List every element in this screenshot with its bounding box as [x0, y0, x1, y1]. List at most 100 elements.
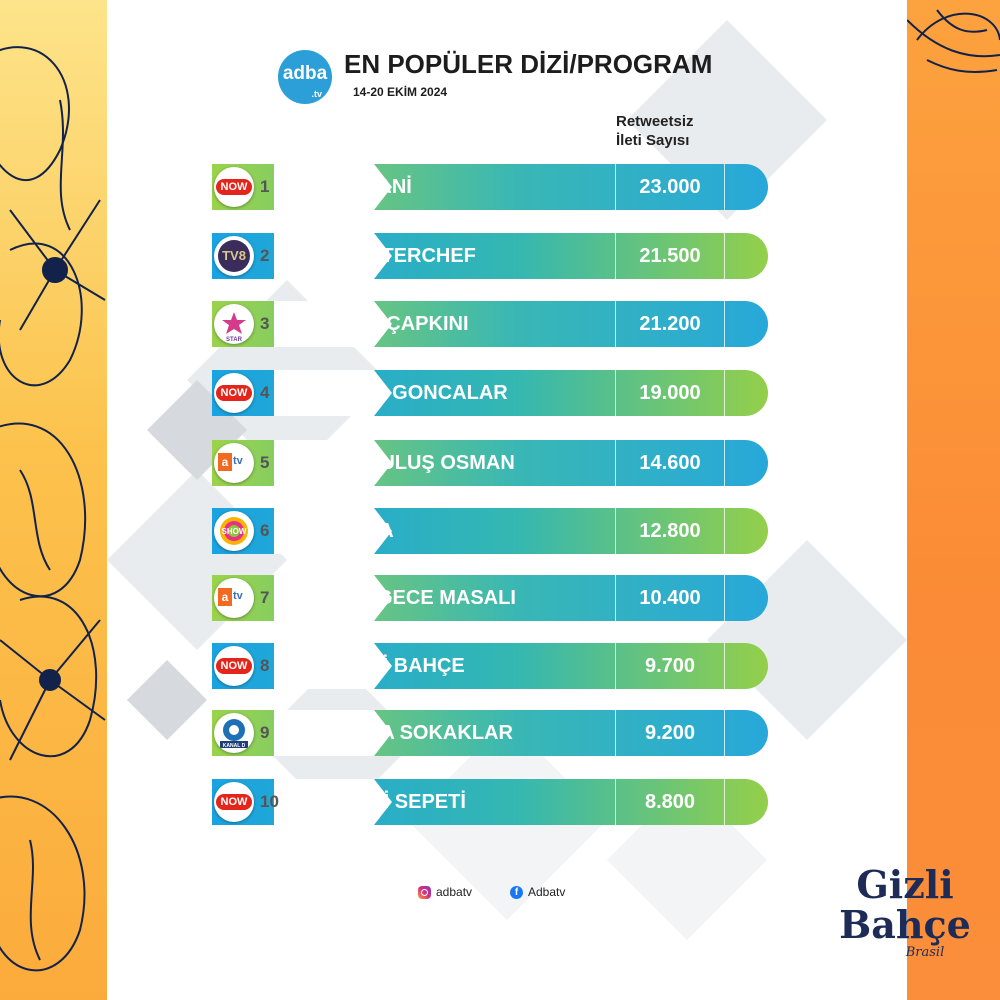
message-count-value: 9.200 [644, 722, 696, 744]
message-count-value: 21.200 [639, 313, 701, 335]
brand-line-2: Bahçe [839, 902, 971, 947]
adba-tv-logo: adba .tv [278, 50, 332, 104]
program-name: YABANİ [337, 176, 412, 198]
rank-number: 4 [260, 383, 270, 402]
column-separator [724, 301, 725, 347]
rank-number: 2 [260, 246, 270, 265]
rank-chevron [274, 370, 392, 416]
message-count-value: 14.600 [639, 452, 701, 474]
ranking-row: NOW 4 KIZIL GONCALAR 19.000 [212, 370, 768, 416]
rank-chevron [274, 164, 392, 210]
message-count-value: 23.000 [639, 176, 701, 198]
atv-channel-logo: a tv [214, 578, 254, 618]
program-name: YALI ÇAPKINI [337, 313, 469, 335]
column-separator [724, 508, 725, 554]
program-name: MASTERCHEF [337, 245, 476, 267]
floral-illustration-right [907, 9, 1000, 73]
program-name: KURULUŞ OSMAN [337, 452, 515, 474]
ranking-row: STAR 3 YALI ÇAPKINI 21.200 [212, 301, 768, 347]
program-name: KIZIL GONCALAR [337, 382, 508, 404]
column-separator [724, 779, 725, 825]
star-tv-channel-logo: STAR [214, 304, 254, 344]
column-separator [615, 440, 616, 486]
column-separator [724, 710, 725, 756]
show-tv-channel-logo: SHOW [214, 511, 254, 551]
svg-text:KANAL D: KANAL D [223, 743, 246, 749]
column-separator [615, 575, 616, 621]
svg-text:SHOW: SHOW [222, 527, 247, 536]
rank-chevron [274, 508, 392, 554]
column-separator [615, 710, 616, 756]
adba-logo-text: adba [282, 63, 328, 84]
brand-line-3: Brasil [905, 945, 945, 960]
program-name: ARKA SOKAKLAR [337, 722, 513, 744]
instagram-handle: adbatv [418, 885, 472, 899]
column-separator [615, 643, 616, 689]
svg-text:STAR: STAR [226, 337, 243, 343]
facebook-handle: f Adbatv [510, 885, 565, 899]
rank-number: 9 [260, 723, 270, 742]
instagram-icon [418, 885, 431, 899]
background-pattern [107, 20, 907, 940]
left-floral-background [0, 0, 107, 1000]
value-column-header: Retweetsiz İleti Sayısı [616, 112, 736, 150]
column-separator [615, 233, 616, 279]
message-count-value: 9.700 [644, 655, 696, 677]
column-separator [615, 301, 616, 347]
ranking-row: a tv 7 BİR GECE MASALI 10.400 [212, 575, 768, 621]
rank-number: 10 [260, 792, 279, 811]
column-separator [724, 164, 725, 210]
kanal-d-channel-logo: KANAL D [214, 713, 254, 753]
rank-number: 1 [260, 177, 270, 196]
program-name: DEHA [337, 520, 394, 542]
ranking-row: KANAL D 9 ARKA SOKAKLAR 9.200 [212, 710, 768, 756]
right-floral-background [907, 0, 1000, 1000]
rank-chevron [274, 440, 392, 486]
message-count-value: 19.000 [639, 382, 701, 404]
now-channel-logo: NOW [214, 373, 254, 413]
message-count-value: 12.800 [639, 520, 701, 542]
facebook-icon: f [510, 885, 523, 899]
ranking-row: TV8 2 MASTERCHEF 21.500 [212, 233, 768, 279]
ranking-row: a tv 5 KURULUŞ OSMAN 14.600 [212, 440, 768, 486]
program-name: BİR GECE MASALI [337, 587, 516, 609]
column-separator [615, 164, 616, 210]
infographic-panel [107, 0, 907, 1000]
now-channel-logo: NOW [214, 167, 254, 207]
brand-line-1: Gizli [856, 862, 954, 907]
rank-chevron [274, 233, 392, 279]
column-separator [615, 779, 616, 825]
column-separator [724, 370, 725, 416]
page-title: EN POPÜLER DİZİ/PROGRAM [344, 49, 713, 79]
column-separator [615, 370, 616, 416]
column-separator [724, 233, 725, 279]
date-range: 14-20 EKİM 2024 [353, 85, 448, 99]
rank-number: 8 [260, 656, 270, 675]
column-separator [615, 508, 616, 554]
now-channel-logo: NOW [214, 782, 254, 822]
column-separator [724, 440, 725, 486]
message-count-value: 8.800 [644, 791, 696, 813]
rank-number: 5 [260, 453, 270, 472]
message-count-value: 21.500 [639, 245, 701, 267]
gizli-bahce-brasil-logo: Gizli Bahçe Brasil [820, 862, 990, 961]
rank-chevron [274, 710, 392, 756]
rank-number: 3 [260, 314, 270, 333]
rank-chevron [274, 575, 392, 621]
rank-number: 6 [260, 521, 270, 540]
tv8-channel-logo: TV8 [214, 236, 254, 276]
now-channel-logo: NOW [214, 646, 254, 686]
ranking-row: NOW 8 GİZLİ BAHÇE 9.700 [212, 643, 768, 689]
ranking-row: SHOW 6 DEHA 12.800 [212, 508, 768, 554]
value-column-header-line1: Retweetsiz [616, 113, 694, 130]
rank-number: 7 [260, 588, 270, 607]
column-separator [724, 643, 725, 689]
adba-logo-suffix: .tv [311, 89, 322, 99]
rank-chevron [274, 779, 392, 825]
facebook-text: Adbatv [528, 885, 566, 899]
rank-chevron [274, 301, 392, 347]
program-name: GİZLİ BAHÇE [337, 655, 465, 677]
message-count-value: 10.400 [639, 587, 701, 609]
rank-chevron [274, 643, 392, 689]
atv-channel-logo: a tv [214, 443, 254, 483]
